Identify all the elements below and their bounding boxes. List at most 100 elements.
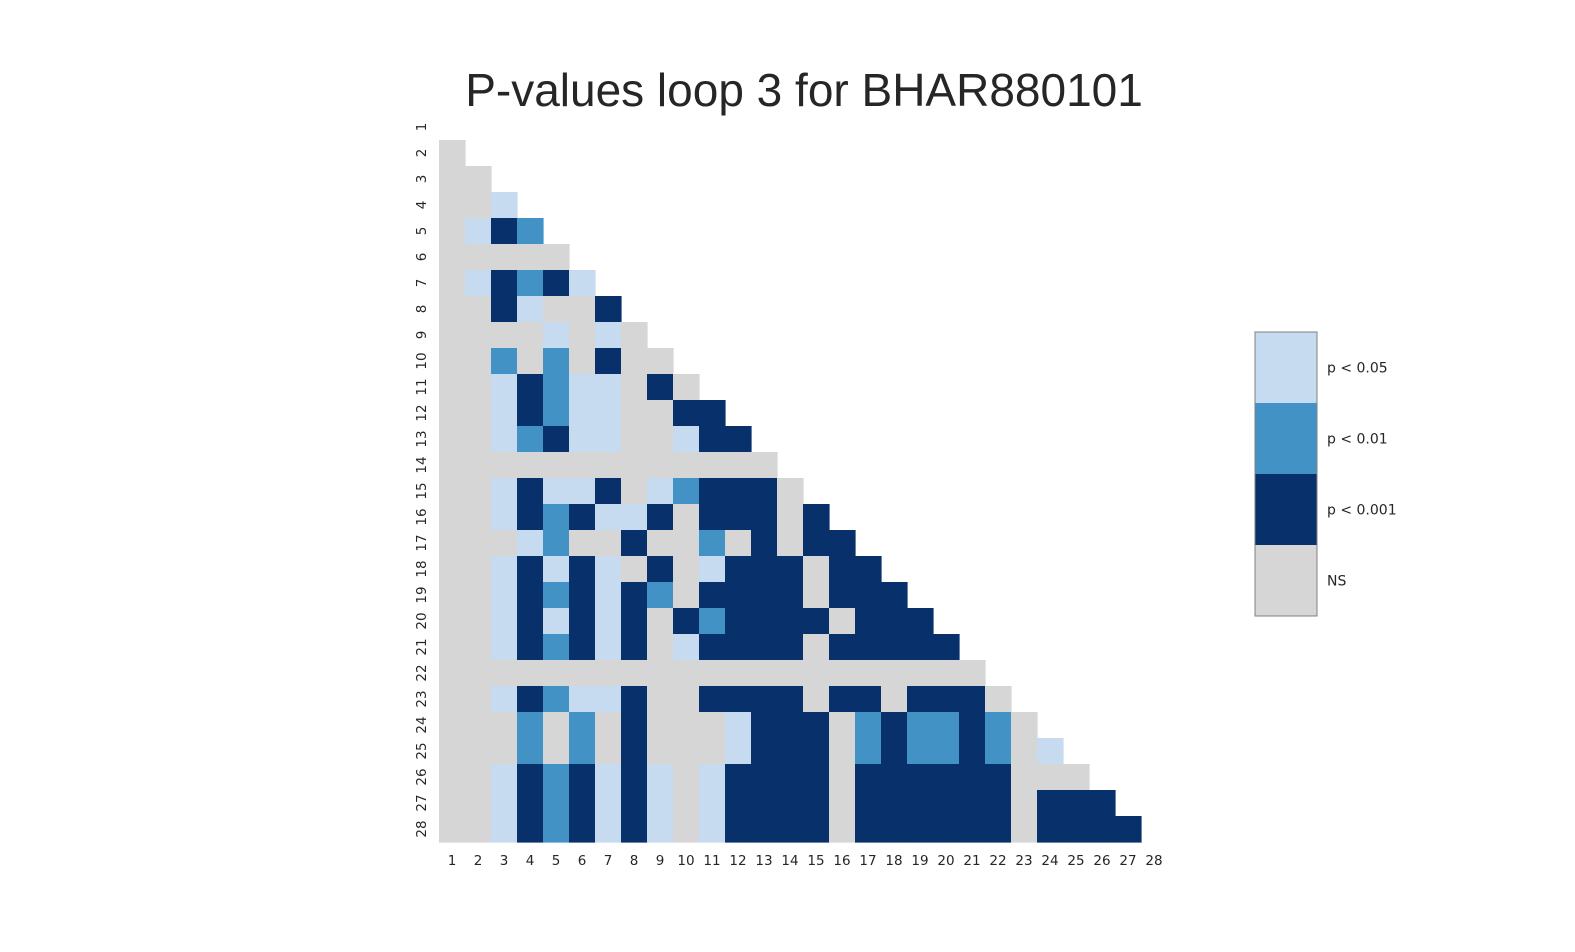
heatmap-cell-r28-c13 (751, 816, 778, 843)
heatmap-cell-r9-c1 (439, 322, 466, 349)
x-tick-label: 13 (755, 853, 772, 869)
heatmap-cell-r26-c24 (1037, 764, 1064, 791)
heatmap-cell-r27-c10 (673, 790, 700, 817)
heatmap-cell-r27-c1 (439, 790, 466, 817)
heatmap-cell-r25-c21 (959, 738, 986, 765)
heatmap-cell-r17-c3 (491, 530, 518, 557)
y-tick-label: 5 (414, 227, 430, 236)
x-tick-label: 3 (500, 853, 509, 869)
heatmap-cell-r19-c5 (543, 582, 570, 609)
heatmap-cell-r27-c25 (1063, 790, 1090, 817)
heatmap-cell-r18-c9 (647, 556, 674, 583)
heatmap-cell-r18-c17 (855, 556, 882, 583)
heatmap-cell-r28-c9 (647, 816, 674, 843)
heatmap-cell-r22-c10 (673, 660, 700, 687)
chart-title: P-values loop 3 for BHAR880101 (465, 64, 1143, 116)
heatmap-cell-r23-c13 (751, 686, 778, 713)
heatmap-cell-r28-c8 (621, 816, 648, 843)
heatmap-cell-r14-c13 (751, 452, 778, 479)
heatmap-cell-r17-c15 (803, 530, 830, 557)
heatmap-cell-r12-c11 (699, 400, 726, 427)
heatmap-cell-r12-c7 (595, 400, 622, 427)
x-tick-label: 20 (937, 853, 954, 869)
heatmap-cell-r23-c7 (595, 686, 622, 713)
heatmap-cell-r26-c7 (595, 764, 622, 791)
heatmap-cell-r8-c6 (569, 296, 596, 323)
heatmap-cell-r9-c4 (517, 322, 544, 349)
heatmap-cell-r26-c21 (959, 764, 986, 791)
heatmap-cell-r19-c17 (855, 582, 882, 609)
heatmap-cell-r26-c18 (881, 764, 908, 791)
heatmap-cell-r28-c26 (1089, 816, 1116, 843)
heatmap-cell-r23-c16 (829, 686, 856, 713)
heatmap-cell-r17-c16 (829, 530, 856, 557)
heatmap-cell-r19-c10 (673, 582, 700, 609)
heatmap-cell-r24-c1 (439, 712, 466, 739)
heatmap-cell-r19-c2 (465, 582, 492, 609)
heatmap-cell-r27-c11 (699, 790, 726, 817)
heatmap-cell-r12-c1 (439, 400, 466, 427)
heatmap-cell-r20-c14 (777, 608, 804, 635)
heatmap-cell-r18-c5 (543, 556, 570, 583)
heatmap-cell-r13-c4 (517, 426, 544, 453)
x-tick-label: 25 (1067, 853, 1084, 869)
heatmap-cell-r26-c11 (699, 764, 726, 791)
heatmap-cell-r10-c7 (595, 348, 622, 375)
heatmap-cell-r27-c20 (933, 790, 960, 817)
heatmap-cell-r23-c15 (803, 686, 830, 713)
heatmap-cell-r17-c14 (777, 530, 804, 557)
heatmap-cell-r10-c8 (621, 348, 648, 375)
heatmap-cell-r20-c8 (621, 608, 648, 635)
heatmap-cell-r23-c8 (621, 686, 648, 713)
x-tick-label: 15 (807, 853, 824, 869)
heatmap-cell-r15-c3 (491, 478, 518, 505)
heatmap-cell-r27-c14 (777, 790, 804, 817)
heatmap-cell-r27-c22 (985, 790, 1012, 817)
heatmap-cell-r24-c11 (699, 712, 726, 739)
heatmap-cell-r26-c5 (543, 764, 570, 791)
heatmap-cell-r26-c15 (803, 764, 830, 791)
heatmap-cell-r21-c1 (439, 634, 466, 661)
heatmap-cell-r16-c8 (621, 504, 648, 531)
heatmap-cell-r10-c9 (647, 348, 674, 375)
heatmap-cell-r27-c2 (465, 790, 492, 817)
heatmap-cell-r16-c10 (673, 504, 700, 531)
heatmap-cell-r19-c9 (647, 582, 674, 609)
heatmap-cell-r24-c14 (777, 712, 804, 739)
heatmap-cell-r25-c19 (907, 738, 934, 765)
heatmap-cell-r27-c7 (595, 790, 622, 817)
heatmap-cell-r28-c11 (699, 816, 726, 843)
heatmap-cell-r18-c16 (829, 556, 856, 583)
y-tick-label: 9 (414, 331, 430, 340)
heatmap-cell-r25-c4 (517, 738, 544, 765)
heatmap-cell-r20-c1 (439, 608, 466, 635)
heatmap-cell-r25-c12 (725, 738, 752, 765)
y-tick-label: 25 (414, 742, 430, 759)
legend-swatch (1255, 545, 1317, 617)
heatmap-cell-r22-c9 (647, 660, 674, 687)
heatmap-cell-r20-c12 (725, 608, 752, 635)
heatmap-cell-r11-c3 (491, 374, 518, 401)
heatmap-cell-r22-c16 (829, 660, 856, 687)
x-tick-label: 8 (630, 853, 639, 869)
heatmap-cell-r22-c21 (959, 660, 986, 687)
x-tick-label: 18 (885, 853, 902, 869)
heatmap-cell-r22-c3 (491, 660, 518, 687)
heatmap-cell-r22-c15 (803, 660, 830, 687)
heatmap-cell-r26-c10 (673, 764, 700, 791)
heatmap-cell-r11-c7 (595, 374, 622, 401)
heatmap-cell-r23-c5 (543, 686, 570, 713)
x-tick-label: 16 (833, 853, 850, 869)
heatmap-cell-r14-c9 (647, 452, 674, 479)
heatmap-cell-r12-c5 (543, 400, 570, 427)
heatmap-cell-r28-c25 (1063, 816, 1090, 843)
heatmap-cell-r22-c14 (777, 660, 804, 687)
heatmap-cells (439, 140, 1142, 843)
legend-swatch (1255, 403, 1317, 475)
heatmap-cell-r7-c6 (569, 270, 596, 297)
heatmap-cell-r13-c12 (725, 426, 752, 453)
heatmap-cell-r11-c8 (621, 374, 648, 401)
legend-swatch (1255, 332, 1317, 404)
heatmap-cell-r18-c6 (569, 556, 596, 583)
